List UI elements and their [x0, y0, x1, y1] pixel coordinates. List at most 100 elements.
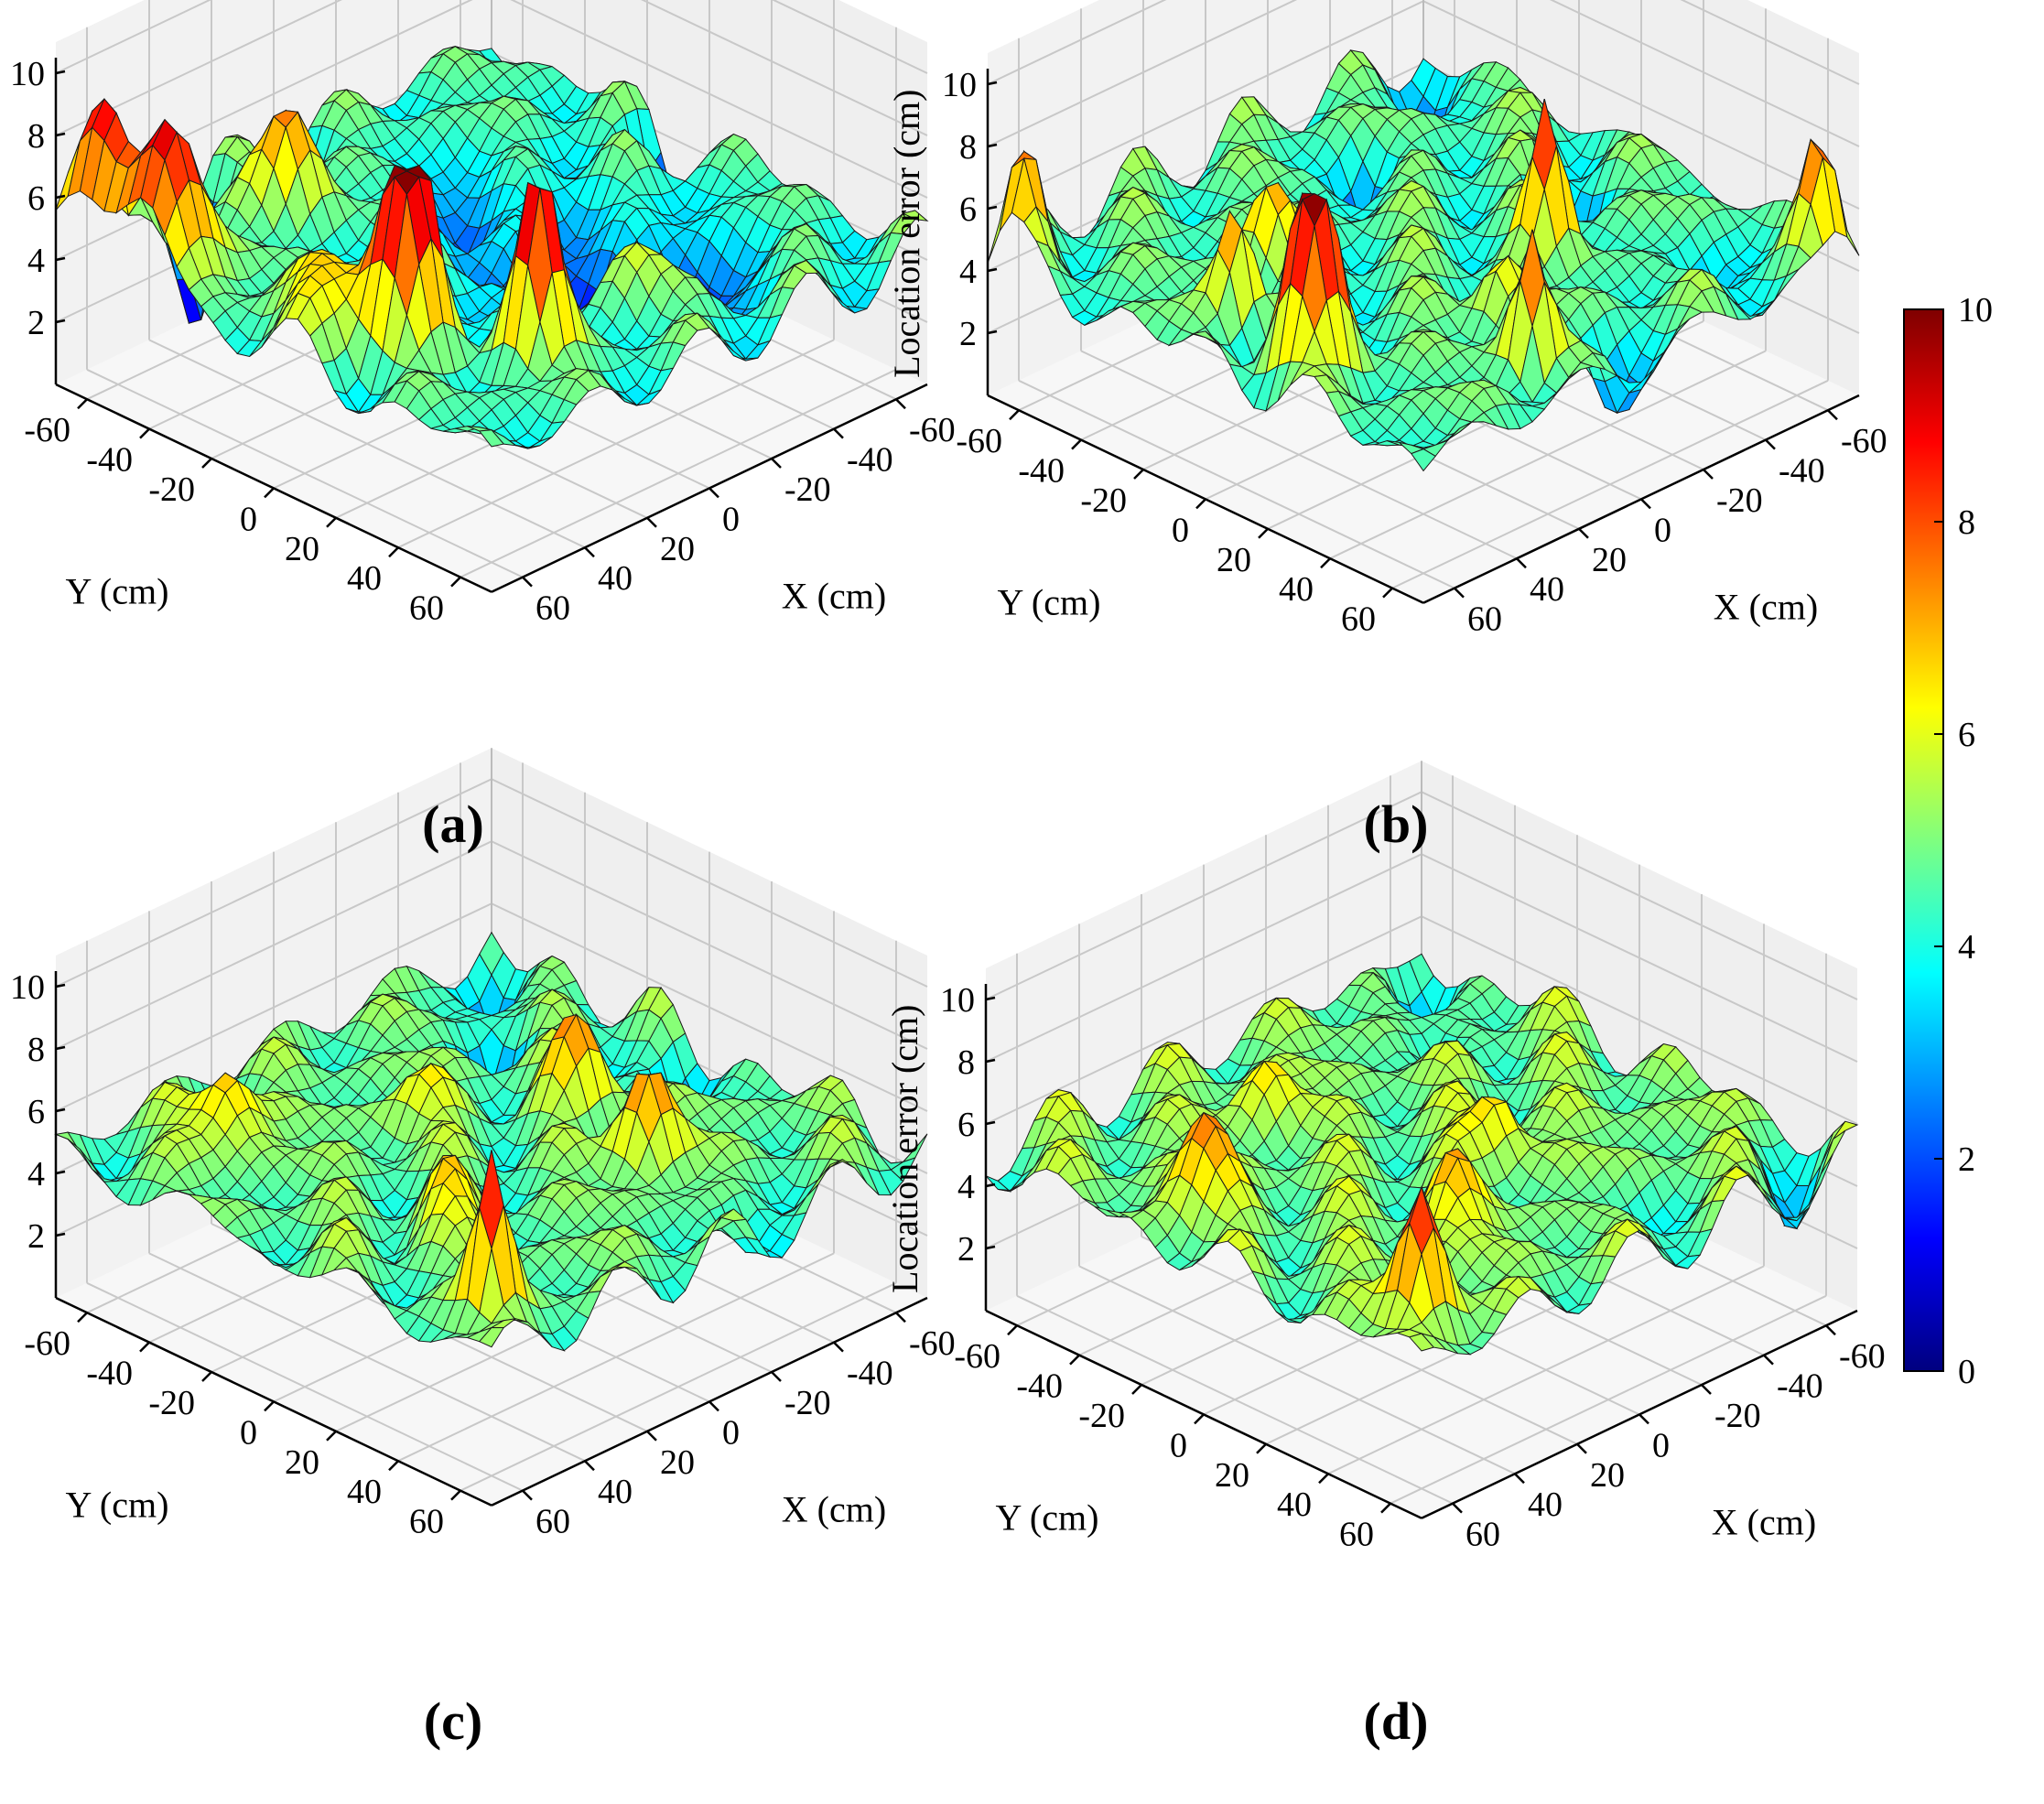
y-tick-label: 40: [347, 1473, 382, 1511]
grid-line: [55, 0, 928, 74]
y-tick-mark: [1382, 587, 1393, 599]
x-tick-mark: [1703, 469, 1714, 480]
x-tick-label: -40: [1779, 452, 1825, 491]
grid-line: [397, 339, 835, 549]
x-tick-mark: [895, 1312, 906, 1323]
y-tick-mark: [77, 398, 88, 410]
y-tick-label: 40: [1279, 570, 1314, 609]
z-tick-label: 4: [27, 242, 45, 280]
x-tick-mark: [833, 427, 844, 439]
x-axis-label: X (cm): [782, 1489, 886, 1530]
grid-line: [55, 0, 928, 199]
surface-patch: [1411, 448, 1436, 472]
x-tick-mark: [522, 1489, 533, 1501]
y-axis-label: Y (cm): [998, 582, 1101, 623]
y-tick-label: 60: [409, 589, 444, 628]
y-tick-mark: [450, 576, 461, 588]
x-tick-mark: [1516, 557, 1527, 569]
x-tick-mark: [771, 1371, 782, 1382]
grid-line: [1391, 379, 1829, 589]
x-tick-label: 60: [535, 1503, 570, 1541]
z-tick-mark: [987, 205, 998, 211]
panel-a: 2468106040200-20-40-60-60-40-200204060Lo…: [10, 0, 956, 628]
y-tick-label: -20: [148, 470, 195, 509]
y-tick-mark: [264, 487, 275, 499]
y-tick-mark: [450, 1489, 461, 1501]
y-tick-label: 40: [347, 559, 382, 598]
z-tick-mark: [987, 143, 998, 148]
x-tick-mark: [522, 576, 533, 588]
x-tick-mark: [833, 1341, 844, 1353]
y-tick-mark: [1071, 438, 1082, 450]
z-axis-label: Location error (cm): [886, 90, 927, 378]
x-tick-label: 20: [1592, 541, 1627, 579]
x-tick-label: -20: [784, 1384, 831, 1422]
z-tick-label: 8: [27, 1031, 45, 1069]
z-tick-label: 4: [27, 1155, 45, 1194]
x-tick-mark: [895, 398, 906, 410]
x-tick-mark: [1827, 409, 1838, 421]
x-tick-mark: [1765, 438, 1776, 450]
x-tick-label: 20: [660, 1443, 695, 1482]
grid-line: [1080, 350, 1518, 560]
x-tick-label: 60: [1467, 600, 1502, 639]
z-tick-mark: [55, 132, 66, 137]
z-tick-label: 6: [959, 190, 977, 229]
x-tick-mark: [1578, 527, 1589, 539]
x-axis-label: X (cm): [1714, 587, 1818, 628]
grid-line: [1329, 350, 1767, 560]
x-tick-label: -60: [1841, 422, 1887, 460]
y-tick-mark: [1133, 469, 1144, 480]
x-tick-label: 0: [722, 500, 740, 538]
z-tick-mark: [55, 319, 66, 324]
y-tick-mark: [139, 427, 150, 439]
y-tick-mark: [326, 516, 337, 528]
x-tick-label: -60: [909, 411, 956, 449]
y-axis-label: Y (cm): [66, 1485, 169, 1526]
y-tick-mark: [1258, 527, 1269, 539]
x-tick-label: 40: [1530, 570, 1564, 609]
x-axis-label: X (cm): [782, 576, 886, 617]
x-tick-label: -40: [847, 441, 893, 480]
x-tick-label: -60: [909, 1324, 956, 1363]
surface: [54, 931, 928, 1352]
y-tick-label: 60: [409, 1503, 444, 1541]
surface: [55, 46, 929, 449]
x-tick-label: 40: [598, 559, 633, 598]
z-tick-label: 4: [959, 253, 977, 291]
x-tick-mark: [708, 487, 719, 499]
y-tick-label: -60: [956, 422, 1002, 460]
y-tick-mark: [264, 1400, 275, 1412]
grid-line: [1018, 379, 1455, 589]
x-tick-label: -20: [784, 470, 831, 509]
grid-line: [987, 0, 1860, 85]
z-tick-label: 2: [27, 304, 45, 342]
y-tick-label: 0: [240, 1413, 257, 1452]
x-tick-label: 60: [535, 589, 570, 628]
y-tick-mark: [201, 1371, 212, 1382]
y-tick-label: -20: [148, 1384, 195, 1422]
x-tick-label: 0: [722, 1413, 740, 1452]
grid-line: [460, 1281, 897, 1492]
grid-line: [397, 1252, 835, 1463]
z-tick-label: 10: [942, 66, 977, 104]
z-tick-mark: [55, 70, 66, 75]
y-tick-mark: [1320, 557, 1331, 569]
grid-line: [148, 1252, 586, 1463]
grid-line: [460, 368, 897, 578]
z-tick-mark: [55, 194, 66, 200]
y-tick-mark: [1009, 409, 1020, 421]
y-tick-label: -20: [1080, 481, 1127, 520]
z-tick-label: 6: [27, 1093, 45, 1131]
y-tick-label: -40: [86, 1355, 133, 1393]
x-tick-mark: [584, 1460, 595, 1472]
z-tick-label: 10: [10, 968, 45, 1007]
y-tick-label: -40: [86, 441, 133, 480]
z-tick-label: 8: [27, 117, 45, 156]
y-tick-mark: [139, 1341, 150, 1353]
z-tick-mark: [987, 81, 998, 86]
z-tick-label: 6: [27, 179, 45, 218]
x-tick-label: 0: [1654, 511, 1671, 549]
